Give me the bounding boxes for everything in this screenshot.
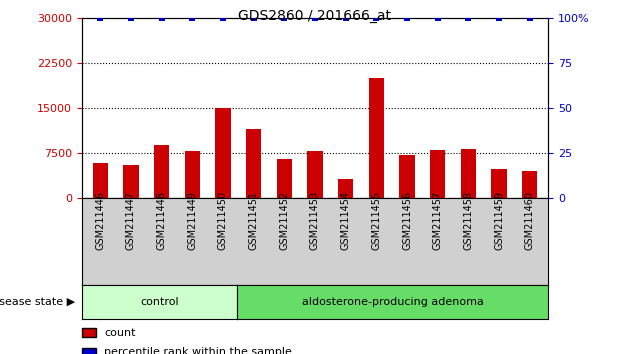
Point xyxy=(279,15,289,21)
Point xyxy=(463,15,473,21)
Bar xyxy=(369,78,384,198)
Bar xyxy=(277,159,292,198)
Bar xyxy=(491,169,507,198)
Bar xyxy=(185,151,200,198)
Bar xyxy=(123,165,139,198)
Text: aldosterone-producing adenoma: aldosterone-producing adenoma xyxy=(302,297,484,307)
Point xyxy=(95,15,105,21)
Point xyxy=(157,15,167,21)
Point xyxy=(126,15,136,21)
Point xyxy=(218,15,228,21)
Point xyxy=(402,15,412,21)
Bar xyxy=(430,150,445,198)
Bar xyxy=(307,151,323,198)
Text: control: control xyxy=(140,297,179,307)
Bar xyxy=(338,179,353,198)
Point xyxy=(249,15,259,21)
Text: disease state ▶: disease state ▶ xyxy=(0,297,76,307)
Point xyxy=(525,15,535,21)
Point xyxy=(494,15,504,21)
Bar xyxy=(522,171,537,198)
Point xyxy=(187,15,197,21)
Point xyxy=(433,15,443,21)
Bar xyxy=(461,149,476,198)
Text: count: count xyxy=(104,328,135,338)
Point xyxy=(341,15,351,21)
Bar xyxy=(246,129,261,198)
Text: percentile rank within the sample: percentile rank within the sample xyxy=(104,347,292,354)
Bar xyxy=(93,163,108,198)
Point xyxy=(310,15,320,21)
Bar xyxy=(399,155,415,198)
Bar xyxy=(154,145,169,198)
Point xyxy=(371,15,381,21)
Bar xyxy=(215,108,231,198)
Text: GDS2860 / 201666_at: GDS2860 / 201666_at xyxy=(239,9,391,23)
